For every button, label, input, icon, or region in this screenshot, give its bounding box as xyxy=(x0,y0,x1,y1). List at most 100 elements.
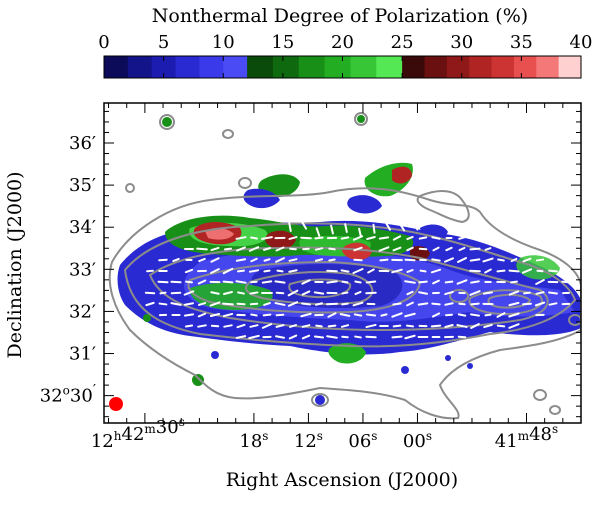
field-vector xyxy=(508,301,520,307)
y-tick-label: 32′ xyxy=(69,301,96,322)
emission-island-north-blue xyxy=(243,188,280,209)
emission-dot xyxy=(467,363,473,369)
field-vector xyxy=(183,302,195,306)
contour-4 xyxy=(187,260,422,314)
field-vector xyxy=(313,335,325,339)
field-vector xyxy=(288,258,298,262)
field-vector xyxy=(456,279,468,285)
colorbar-title: Nonthermal Degree of Polarization (%) xyxy=(152,5,528,27)
field-vector xyxy=(327,324,337,328)
field-vector xyxy=(391,268,403,274)
emission-blue-core xyxy=(251,264,403,308)
y-axis-tick-labels: 36′ 35′ 34′ 33′ 32′ 31′ 32o30′ xyxy=(40,133,96,407)
field-vector xyxy=(378,246,390,252)
field-vector xyxy=(444,302,454,306)
field-vector xyxy=(274,302,286,306)
field-vector xyxy=(210,291,220,295)
field-vector xyxy=(353,246,363,252)
field-vector xyxy=(352,301,364,307)
field-vector xyxy=(289,324,297,328)
field-vector xyxy=(431,258,441,262)
field-vector xyxy=(432,279,440,285)
field-vector xyxy=(158,302,168,306)
field-vector xyxy=(406,269,414,273)
field-vector xyxy=(548,269,558,273)
contour-knot xyxy=(222,129,234,139)
field-vector xyxy=(288,269,298,273)
colorbar-cell xyxy=(558,56,582,78)
field-vector xyxy=(222,312,234,318)
field-vector xyxy=(358,227,362,238)
field-vector xyxy=(248,246,260,252)
contour-knot xyxy=(354,112,368,126)
field-vector xyxy=(235,258,247,262)
field-vector xyxy=(535,258,545,262)
x-axis-label: Right Ascension (J2000) xyxy=(226,469,458,491)
field-vector xyxy=(353,313,363,317)
field-vector xyxy=(274,280,286,284)
field-vector xyxy=(431,302,441,306)
emission-green-south xyxy=(328,343,366,364)
contour-5 xyxy=(245,271,374,306)
field-vector xyxy=(418,247,428,251)
field-vector xyxy=(418,280,428,284)
field-vector xyxy=(314,236,324,240)
colorbar-cell xyxy=(402,56,426,78)
field-vector xyxy=(430,268,442,274)
contour-2 xyxy=(123,222,577,348)
field-vector xyxy=(457,313,467,317)
y-tick-label: 31′ xyxy=(69,344,96,365)
colorbar-cell xyxy=(272,56,300,78)
field-vector xyxy=(341,291,349,295)
field-vector xyxy=(458,246,466,252)
field-vector xyxy=(170,302,182,306)
field-vector xyxy=(276,269,284,273)
field-vector xyxy=(302,247,310,251)
colorbar-tick-label: 15 xyxy=(271,32,294,53)
field-vector xyxy=(404,312,416,318)
field-vector xyxy=(250,313,258,317)
colorbar-tick-label: 5 xyxy=(158,32,169,53)
field-vector xyxy=(391,312,403,318)
colorbar-tick-label: 25 xyxy=(391,32,414,53)
field-vector xyxy=(236,323,246,329)
field-vector xyxy=(236,246,246,252)
field-vector xyxy=(365,323,377,329)
contour-knot xyxy=(311,393,329,407)
field-vector xyxy=(484,313,492,317)
field-vector xyxy=(344,223,348,233)
field-vector xyxy=(378,236,390,240)
emission-dot xyxy=(445,355,451,361)
field-vector xyxy=(404,334,416,340)
colorbar-tick-label: 0 xyxy=(98,32,109,53)
colorbar-cell xyxy=(376,56,403,78)
field-vector xyxy=(210,268,220,274)
field-vector xyxy=(287,301,299,307)
field-vector xyxy=(561,280,571,284)
field-vector xyxy=(263,258,271,262)
field-vector xyxy=(431,312,441,318)
field-vector xyxy=(482,257,494,263)
field-vector xyxy=(183,290,195,296)
field-vector xyxy=(365,291,377,295)
colorbar-tick-label: 40 xyxy=(570,32,593,53)
field-vector xyxy=(522,302,532,306)
field-vector xyxy=(352,267,364,275)
field-vector xyxy=(413,220,419,231)
colorbar xyxy=(104,56,582,78)
field-vector xyxy=(469,269,481,273)
field-vector xyxy=(222,302,234,306)
field-vector xyxy=(510,257,518,263)
field-vector xyxy=(222,280,234,284)
field-vector xyxy=(419,269,427,273)
emission-red-ne-light xyxy=(205,228,234,240)
field-vector xyxy=(523,291,531,295)
magnetic-field-vectors xyxy=(144,220,571,340)
field-vector xyxy=(497,258,505,262)
field-vector xyxy=(470,280,480,284)
field-vector xyxy=(508,323,520,329)
field-vector xyxy=(384,221,392,231)
field-vector xyxy=(209,313,221,317)
colorbar-tick-labels: 0 5 10 15 20 25 30 35 40 xyxy=(98,32,592,53)
